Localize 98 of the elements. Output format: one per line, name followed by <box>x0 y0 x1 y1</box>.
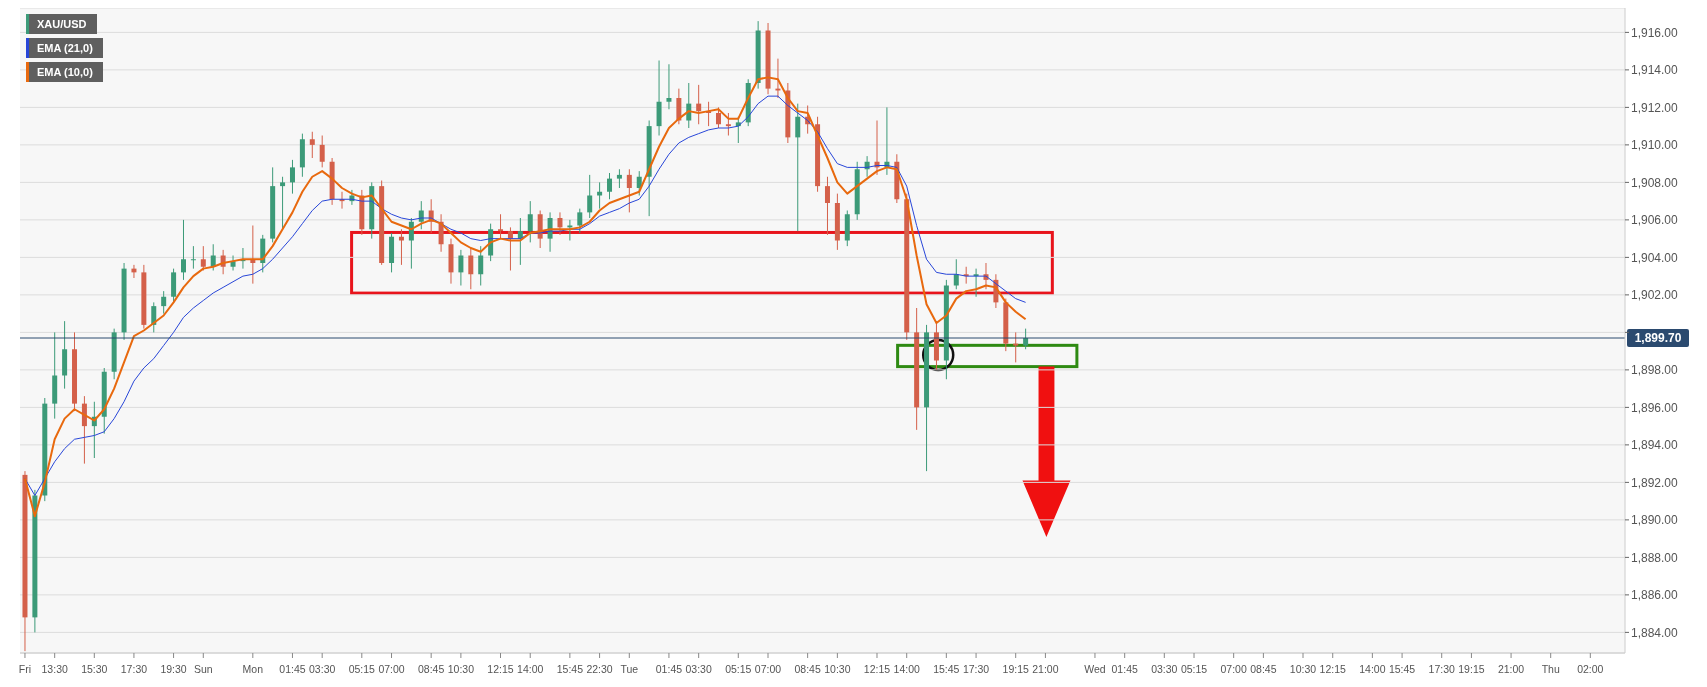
x-tick-label: 19:30 <box>160 663 187 675</box>
candlestick <box>716 106 721 129</box>
candlestick <box>527 200 533 243</box>
legend-label: EMA (21,0) <box>26 38 103 58</box>
y-tick-label: 1,894.00 <box>1631 438 1679 453</box>
x-tick-label: Wed <box>1084 663 1106 675</box>
x-tick-label: 14:00 <box>893 663 921 675</box>
x-tick-label: Thu <box>1541 663 1560 675</box>
candlestick <box>795 103 801 232</box>
x-tick-label: 22:30 <box>586 663 613 675</box>
x-tick-label: 07:00 <box>754 663 782 675</box>
x-tick-label: 17:30 <box>962 663 990 675</box>
x-tick-label: 19:15 <box>1002 663 1029 675</box>
y-tick-label: 1,916.00 <box>1631 25 1679 40</box>
x-tick-label: 03:30 <box>309 663 336 675</box>
x-tick-label: 07:00 <box>378 663 405 675</box>
x-tick-label: 01:45 <box>1111 663 1138 675</box>
legend-label: XAU/USD <box>26 14 97 34</box>
x-tick-label: 01:45 <box>655 663 683 675</box>
candlestick <box>190 245 196 270</box>
y-tick-label: 1,910.00 <box>1631 138 1679 153</box>
candlestick <box>616 168 622 189</box>
x-tick-label: 12:15 <box>1319 663 1347 675</box>
x-tick-label: Mon <box>242 663 264 675</box>
candlestick <box>953 258 959 290</box>
candlestick <box>577 208 583 234</box>
x-tick-label: 14:00 <box>517 663 544 675</box>
candlestick <box>319 135 325 168</box>
candlestick <box>597 181 603 210</box>
x-tick-label: 07:00 <box>1220 663 1247 675</box>
candlestick <box>1013 331 1019 363</box>
y-tick-label: 1,904.00 <box>1631 250 1679 265</box>
x-tick-label: 10:30 <box>824 663 851 675</box>
y-tick-label: 1,906.00 <box>1631 213 1679 228</box>
candlestick <box>181 219 186 281</box>
x-tick-label: Sun <box>193 663 213 675</box>
x-tick-label: 03:30 <box>685 663 712 675</box>
candlestick <box>775 58 781 99</box>
x-tick-label: 01:45 <box>279 663 306 675</box>
y-tick-label: 1,912.00 <box>1631 100 1679 115</box>
candlestick <box>161 290 167 315</box>
x-tick-label: 12:15 <box>863 663 891 675</box>
y-tick-label: 1,898.00 <box>1631 363 1679 378</box>
candlestick <box>398 228 404 266</box>
x-tick-label: 15:45 <box>1388 663 1416 675</box>
y-tick-label: 1,902.00 <box>1631 288 1679 303</box>
y-tick-label: 1,914.00 <box>1631 63 1679 78</box>
y-tick-label: 1,888.00 <box>1631 550 1679 565</box>
candlestick <box>725 112 731 136</box>
x-tick-label: 08:45 <box>1250 663 1277 675</box>
x-tick-label: 03:30 <box>1151 663 1178 675</box>
x-tick-label: 21:00 <box>1032 663 1059 675</box>
candlestick <box>607 172 613 200</box>
x-tick-label: 10:30 <box>1289 663 1317 675</box>
x-tick-label: 13:30 <box>41 663 68 675</box>
x-tick-label: 02:00 <box>1577 663 1604 675</box>
x-tick-label: 05:15 <box>725 663 752 675</box>
x-tick-label: 17:30 <box>1428 663 1456 675</box>
ref-line-label: 1,899.70 <box>1634 331 1682 345</box>
candlestick <box>507 226 513 271</box>
x-tick-label: 08:45 <box>794 663 821 675</box>
candlestick <box>666 63 672 110</box>
candlestick <box>587 174 593 219</box>
y-tick-label: 1,892.00 <box>1631 475 1679 490</box>
candlestick <box>824 176 830 236</box>
candlestick <box>468 247 474 290</box>
candlestick <box>498 213 504 240</box>
x-tick-label: 12:15 <box>487 663 514 675</box>
candlestick <box>696 84 702 125</box>
x-tick-label: 08:45 <box>418 663 445 675</box>
x-tick-label: 14:00 <box>1359 663 1386 675</box>
y-tick-label: 1,908.00 <box>1631 175 1679 190</box>
candlestick <box>280 176 286 230</box>
y-tick-label: 1,884.00 <box>1631 625 1679 640</box>
x-tick-label: 17:30 <box>120 663 148 675</box>
x-tick-label: 10:30 <box>447 663 475 675</box>
x-tick-label: Fri <box>18 663 32 675</box>
candlestick <box>309 131 315 159</box>
x-tick-label: 21:00 <box>1497 663 1525 675</box>
candlestick <box>478 245 484 286</box>
candlestick <box>557 211 563 236</box>
x-tick-label: Tue <box>620 663 639 675</box>
y-tick-label: 1,896.00 <box>1631 400 1679 415</box>
y-tick-label: 1,890.00 <box>1631 513 1679 528</box>
candlestick <box>289 159 295 195</box>
candlestick <box>458 249 464 286</box>
candlestick <box>200 245 206 271</box>
legend-label: EMA (10,0) <box>26 62 103 82</box>
candlestick <box>1023 328 1029 350</box>
candlestick <box>626 168 632 213</box>
candlestick <box>676 88 682 125</box>
x-tick-label: 15:30 <box>81 663 108 675</box>
x-tick-label: 05:15 <box>1180 663 1208 675</box>
x-tick-label: 19:15 <box>1458 663 1485 675</box>
x-tick-label: 15:45 <box>556 663 584 675</box>
y-tick-label: 1,886.00 <box>1631 588 1679 603</box>
x-tick-label: 05:15 <box>348 663 376 675</box>
x-tick-label: 15:45 <box>933 663 960 675</box>
